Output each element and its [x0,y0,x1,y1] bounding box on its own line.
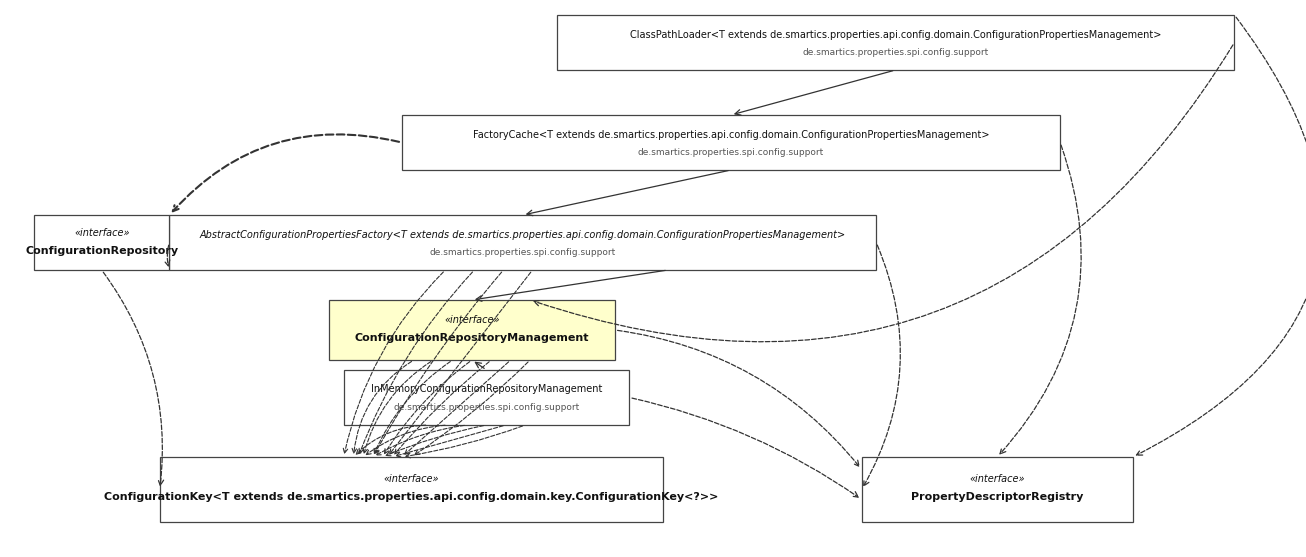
Text: de.smartics.properties.spi.config.support: de.smartics.properties.spi.config.suppor… [637,148,824,157]
Bar [343,370,629,425]
Text: ConfigurationKey<T extends de.smartics.properties.api.config.domain.key.Configur: ConfigurationKey<T extends de.smartics.p… [104,492,718,502]
Bar [159,457,663,522]
Text: PropertyDescriptorRegistry: PropertyDescriptorRegistry [912,492,1084,502]
Text: de.smartics.properties.spi.config.support: de.smartics.properties.spi.config.suppor… [430,248,616,257]
Text: FactoryCache<T extends de.smartics.properties.api.config.domain.ConfigurationPro: FactoryCache<T extends de.smartics.prope… [473,129,989,139]
Text: ConfigurationRepositoryManagement: ConfigurationRepositoryManagement [355,333,589,343]
Text: InMemoryConfigurationRepositoryManagement: InMemoryConfigurationRepositoryManagemen… [371,384,602,394]
Bar [556,15,1234,70]
Bar [402,115,1060,170]
Text: «interface»: «interface» [74,227,129,237]
Text: «interface»: «interface» [444,315,500,325]
Bar [862,457,1132,522]
Text: de.smartics.properties.spi.config.support: de.smartics.properties.spi.config.suppor… [393,403,580,412]
Text: de.smartics.properties.spi.config.support: de.smartics.properties.spi.config.suppor… [802,48,989,57]
Bar [34,215,170,270]
Text: ConfigurationRepository: ConfigurationRepository [25,246,178,256]
Text: AbstractConfigurationPropertiesFactory<T extends de.smartics.properties.api.conf: AbstractConfigurationPropertiesFactory<T… [200,229,846,240]
Text: «interface»: «interface» [969,475,1025,485]
Bar [329,300,615,360]
Text: «interface»: «interface» [384,475,439,485]
Bar [170,215,876,270]
Text: ClassPathLoader<T extends de.smartics.properties.api.config.domain.Configuration: ClassPathLoader<T extends de.smartics.pr… [629,30,1161,40]
